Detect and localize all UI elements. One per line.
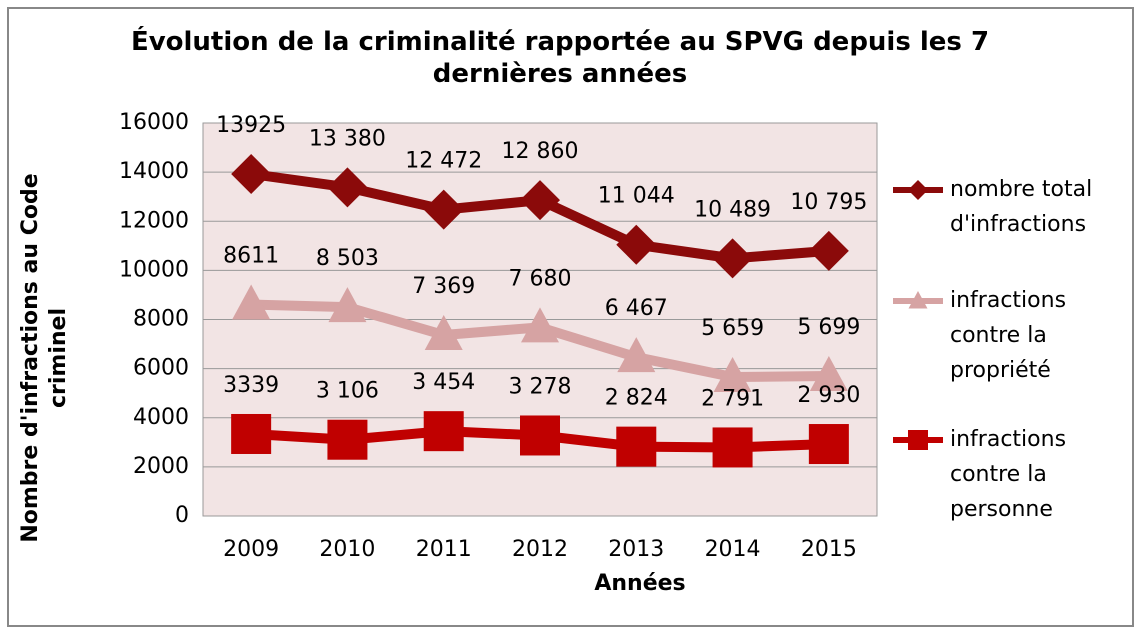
y-tick-label: 16000	[119, 110, 189, 135]
data-label: 10 489	[694, 197, 771, 222]
marker	[712, 238, 753, 279]
y-tick-label: 8000	[133, 307, 189, 332]
marker	[423, 189, 464, 230]
marker	[712, 427, 753, 468]
marker	[423, 411, 464, 452]
x-tick-label: 2012	[512, 537, 568, 562]
data-label: 7 369	[412, 274, 475, 299]
data-label: 13 380	[309, 126, 386, 151]
legend-marker	[908, 430, 928, 450]
data-label: 3 106	[316, 379, 379, 404]
marker	[231, 413, 272, 454]
data-label: 2 824	[605, 386, 668, 411]
legend-marker	[908, 180, 928, 200]
x-tick-label: 2009	[223, 537, 279, 562]
data-label: 13925	[216, 113, 286, 138]
marker	[808, 424, 849, 465]
marker	[424, 314, 463, 350]
marker	[328, 287, 367, 323]
y-tick-label: 14000	[119, 159, 189, 184]
data-label: 3 454	[412, 370, 475, 395]
x-tick-label: 2013	[608, 537, 664, 562]
marker	[232, 284, 271, 320]
marker	[521, 307, 559, 343]
data-label: 3339	[223, 373, 279, 398]
data-label: 11 044	[598, 184, 675, 209]
marker	[231, 153, 272, 194]
y-tick-label: 2000	[133, 454, 189, 479]
marker	[616, 224, 657, 265]
y-tick-label: 6000	[133, 356, 189, 381]
marker	[809, 356, 848, 392]
y-axis-title: Nombre d'infractions au Code criminel	[18, 173, 71, 543]
y-tick-label: 4000	[133, 405, 189, 430]
data-label: 8611	[223, 243, 279, 268]
chart-title: Évolution de la criminalité rapportée au…	[130, 27, 990, 89]
legend-marker	[908, 291, 928, 309]
data-label: 2 791	[701, 386, 764, 411]
marker	[617, 337, 656, 373]
data-label: 8 503	[316, 246, 379, 271]
y-tick-label: 0	[175, 503, 189, 528]
y-tick-label: 10000	[119, 257, 189, 282]
legend-label: infractions contre la personne	[950, 427, 1067, 522]
marker	[327, 419, 368, 460]
data-label: 6 467	[605, 296, 668, 321]
x-tick-label: 2010	[319, 537, 375, 562]
legend-label: infractions contre la propriété	[950, 288, 1067, 383]
data-label: 3 278	[509, 374, 572, 399]
marker	[808, 230, 849, 271]
marker	[520, 415, 560, 456]
data-label: 10 795	[790, 190, 867, 215]
legend-label: nombre total d'infractions	[950, 177, 1093, 237]
data-label: 5 699	[797, 315, 860, 340]
marker	[327, 167, 368, 208]
marker	[520, 180, 560, 221]
x-tick-label: 2014	[705, 537, 761, 562]
y-tick-label: 12000	[119, 208, 189, 233]
marker	[616, 426, 657, 467]
data-label: 5 659	[701, 316, 764, 341]
data-label: 7 680	[509, 266, 572, 291]
data-label: 2 930	[797, 383, 860, 408]
data-label: 12 472	[405, 149, 482, 174]
x-tick-label: 2011	[416, 537, 472, 562]
x-tick-label: 2015	[801, 537, 857, 562]
data-label: 12 860	[502, 139, 579, 164]
x-axis-title: Années	[594, 571, 686, 596]
marker	[713, 357, 752, 393]
